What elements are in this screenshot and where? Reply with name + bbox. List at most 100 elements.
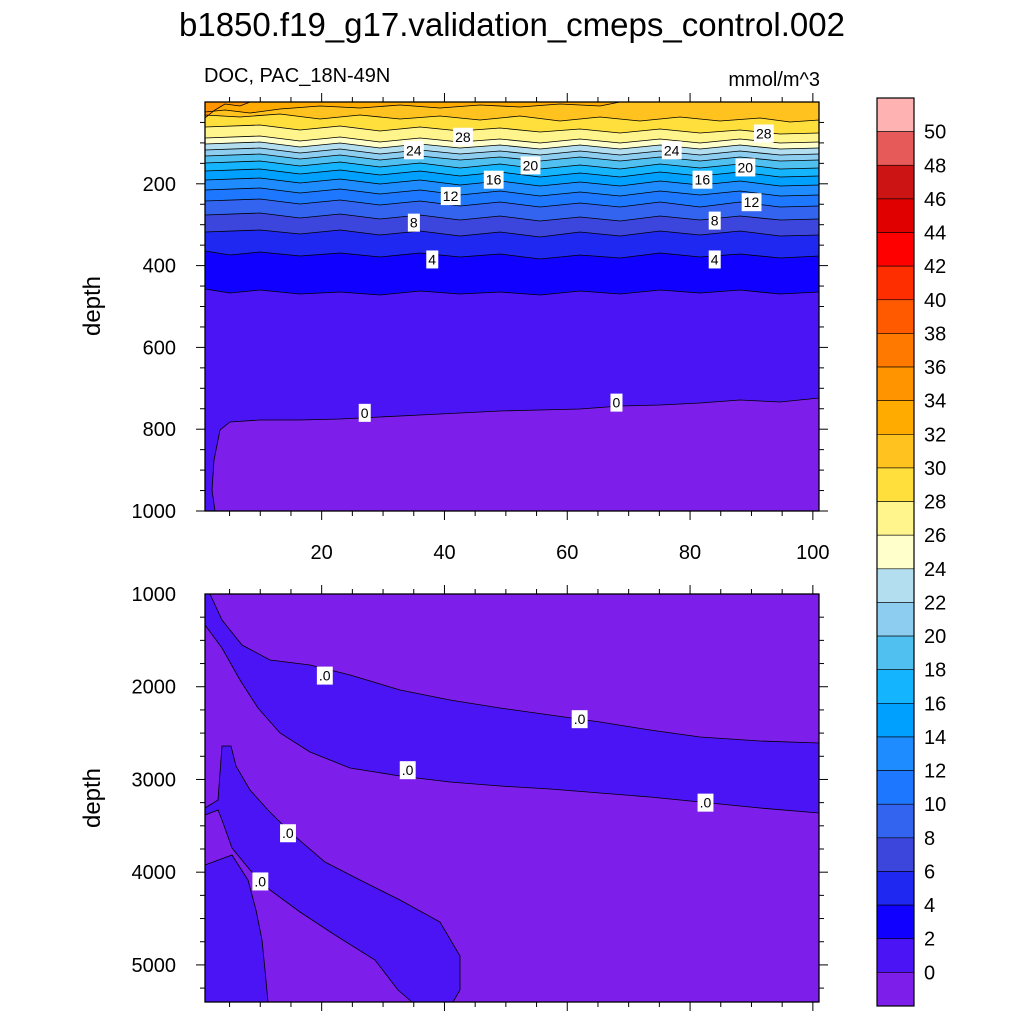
upper-band-34-36 (205, 102, 250, 118)
upper-contour-label: 24 (403, 141, 424, 160)
upper-y-tick-label: 1000 (132, 501, 177, 523)
upper-contour-label: 28 (453, 127, 473, 146)
lower-y-tick-label: 4000 (132, 862, 177, 884)
upper-contour-label: 8 (407, 213, 420, 232)
lower-contour-lines (204, 593, 820, 1003)
colorbar-box (876, 736, 915, 771)
colorbar-label: 40 (924, 290, 946, 312)
upper-contour-label: 20 (735, 158, 756, 177)
colorbar-label: 50 (924, 122, 946, 144)
upper-contour-label: 0 (358, 403, 371, 422)
colorbar-label: 26 (924, 525, 946, 547)
colorbar-label: 30 (924, 458, 946, 480)
colorbar-box (876, 568, 915, 603)
lower-panel: .0 .0 .0 .0 .0 .0 1000 2000 3000 4000 5000 depth (79, 584, 828, 1011)
colorbar-box (876, 198, 915, 233)
colorbar-box (876, 400, 915, 435)
colorbar-box (876, 837, 915, 872)
upper-band-32-34 (205, 102, 620, 113)
upper-y-tick-label: 400 (143, 256, 176, 278)
colorbar-label: 8 (924, 828, 935, 850)
colorbar-label: 18 (924, 660, 946, 682)
colorbar-box (876, 333, 915, 368)
lower-y-tick-label: 3000 (132, 769, 177, 791)
svg-text:16: 16 (695, 172, 711, 188)
colorbar-label: 32 (924, 424, 946, 446)
svg-text:.0: .0 (700, 795, 712, 811)
lower-contour-label: .0 (571, 710, 588, 729)
colorbar-box (876, 602, 915, 637)
upper-x-tick-label: 80 (679, 542, 701, 564)
svg-text:28: 28 (756, 125, 772, 141)
colorbar-box (876, 803, 915, 839)
lower-y-tick-label: 2000 (132, 677, 177, 699)
upper-contour-label: 4 (708, 250, 721, 269)
svg-text:24: 24 (664, 142, 680, 158)
upper-x-tick-label: 40 (433, 542, 455, 564)
colorbar-label: 48 (924, 155, 946, 177)
figure-title: b1850.f19_g17.validation_cmeps_control.0… (179, 6, 845, 43)
svg-text:.0: .0 (319, 668, 331, 684)
colorbar-label: 28 (924, 492, 946, 514)
colorbar-label: 46 (924, 189, 946, 211)
colorbar-box (876, 164, 915, 200)
svg-text:.0: .0 (282, 825, 294, 841)
colorbar-label: 36 (924, 357, 946, 379)
lower-contour-label: .0 (280, 824, 296, 843)
upper-contour-label: 0 (610, 393, 623, 412)
upper-x-tick-label: 20 (311, 542, 333, 564)
upper-y-axis-label: depth (79, 276, 106, 336)
colorbar-label: 4 (924, 895, 935, 917)
upper-contour-label: 24 (661, 141, 682, 160)
lower-contour-label: .0 (399, 761, 416, 780)
colorbar-box (876, 635, 915, 671)
upper-y-tick-label: 200 (143, 174, 176, 196)
colorbar-box (876, 131, 915, 166)
svg-text:.0: .0 (254, 873, 266, 889)
colorbar-label: 6 (924, 861, 935, 883)
upper-contour-label: 12 (440, 187, 461, 206)
upper-y-tick-label: 800 (143, 419, 176, 441)
upper-contour-labels: 28 28 24 24 20 20 16 16 12 12 8 8 4 4 0 0 (358, 124, 774, 422)
lower-y-axis-label: depth (79, 768, 106, 828)
upper-y-tick-label: 600 (143, 337, 176, 359)
colorbar-label: 10 (924, 794, 946, 816)
lower-y-tick-label: 1000 (132, 584, 177, 606)
colorbar-frame (876, 97, 915, 1007)
colorbar-box (876, 232, 915, 267)
colorbar-label: 38 (924, 323, 946, 345)
colorbar-box (876, 299, 915, 334)
upper-x-tick-label: 100 (796, 542, 829, 564)
svg-text:4: 4 (711, 251, 719, 267)
colorbar-label: 16 (924, 693, 946, 715)
colorbar-label: 42 (924, 256, 946, 278)
lower-axes: 1000 2000 3000 4000 5000 (132, 584, 828, 1011)
lower-band-0-upper-tongue (205, 594, 819, 813)
lower-contour-label: .0 (316, 666, 333, 685)
upper-contour-label: 16 (692, 170, 713, 189)
variable-region-label: DOC, PAC_18N-49N (204, 65, 390, 87)
lower-band-0-lower-tongue (205, 746, 460, 1002)
colorbar-box (876, 871, 915, 906)
colorbar-label: 22 (924, 592, 946, 614)
upper-contour-label: 28 (753, 124, 774, 143)
upper-contour-label: 4 (426, 250, 439, 269)
svg-text:20: 20 (523, 157, 539, 173)
svg-text:4: 4 (428, 251, 436, 267)
colorbar-box (876, 265, 915, 301)
svg-text:.0: .0 (402, 762, 414, 778)
colorbar-box (876, 938, 915, 973)
colorbar-label: 14 (924, 727, 946, 749)
colorbar-label: 44 (924, 223, 946, 245)
lower-band-0-bottom-left (205, 855, 268, 1002)
colorbar-label: 2 (924, 929, 935, 951)
upper-contour-label: 20 (520, 156, 541, 175)
colorbar-label: 0 (924, 962, 935, 984)
colorbar-label: 34 (924, 391, 946, 413)
svg-text:28: 28 (455, 129, 471, 145)
upper-contour-label: 16 (483, 170, 504, 189)
upper-contour-lines (204, 101, 820, 512)
upper-contour-label: 12 (741, 193, 762, 212)
